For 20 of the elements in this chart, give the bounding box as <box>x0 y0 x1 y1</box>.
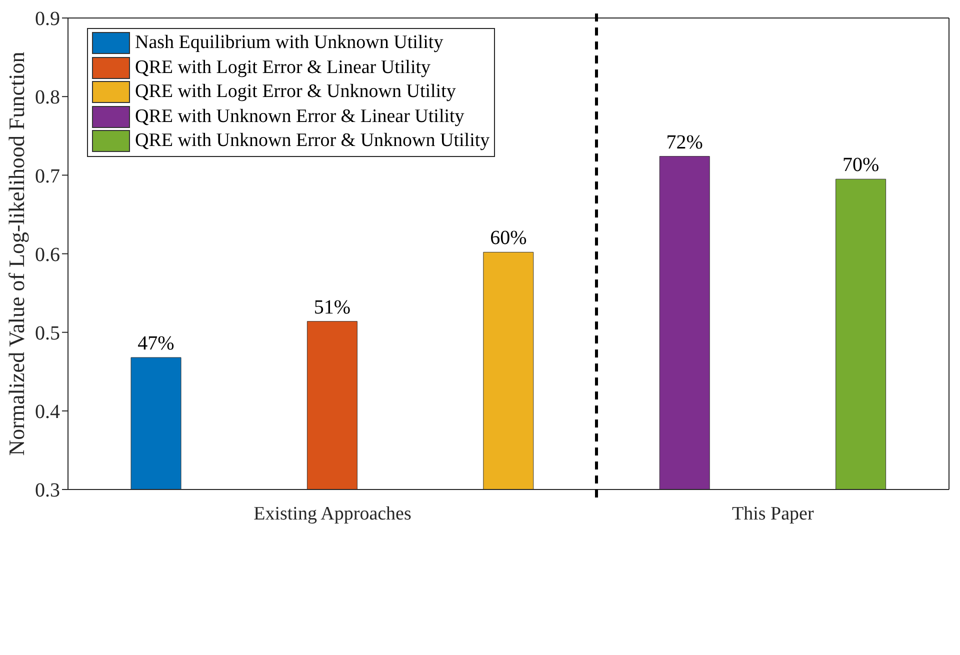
data-label: 47% <box>138 332 174 354</box>
x-tick-label: Existing Approaches <box>254 504 412 524</box>
y-tick-label: 0.5 <box>35 322 60 344</box>
data-label: 51% <box>314 296 351 318</box>
y-axis-title: Normalized Value of Log-likelihood Function <box>4 52 29 456</box>
data-label: 70% <box>842 154 880 176</box>
legend-label: QRE with Logit Error & Unknown Utility <box>135 81 456 104</box>
y-tick-label: 0.8 <box>35 86 60 109</box>
data-label: 72% <box>666 131 703 154</box>
legend-label: Nash Equilibrium with Unknown Utility <box>135 32 444 54</box>
y-tick-label: 0.4 <box>35 401 60 424</box>
y-tick-label: 0.7 <box>35 165 60 188</box>
y-tick-label: 0.9 <box>35 8 60 30</box>
x-tick-label: This Paper <box>732 504 814 524</box>
legend-label: QRE with Unknown Error & Linear Utility <box>135 106 464 128</box>
data-label: 60% <box>490 227 527 250</box>
y-tick-label: 0.3 <box>35 480 60 502</box>
legend-label: QRE with Unknown Error & Unknown Utility <box>135 130 490 152</box>
legend-label: QRE with Logit Error & Linear Utility <box>135 56 431 79</box>
y-tick-label: 0.6 <box>35 244 60 266</box>
